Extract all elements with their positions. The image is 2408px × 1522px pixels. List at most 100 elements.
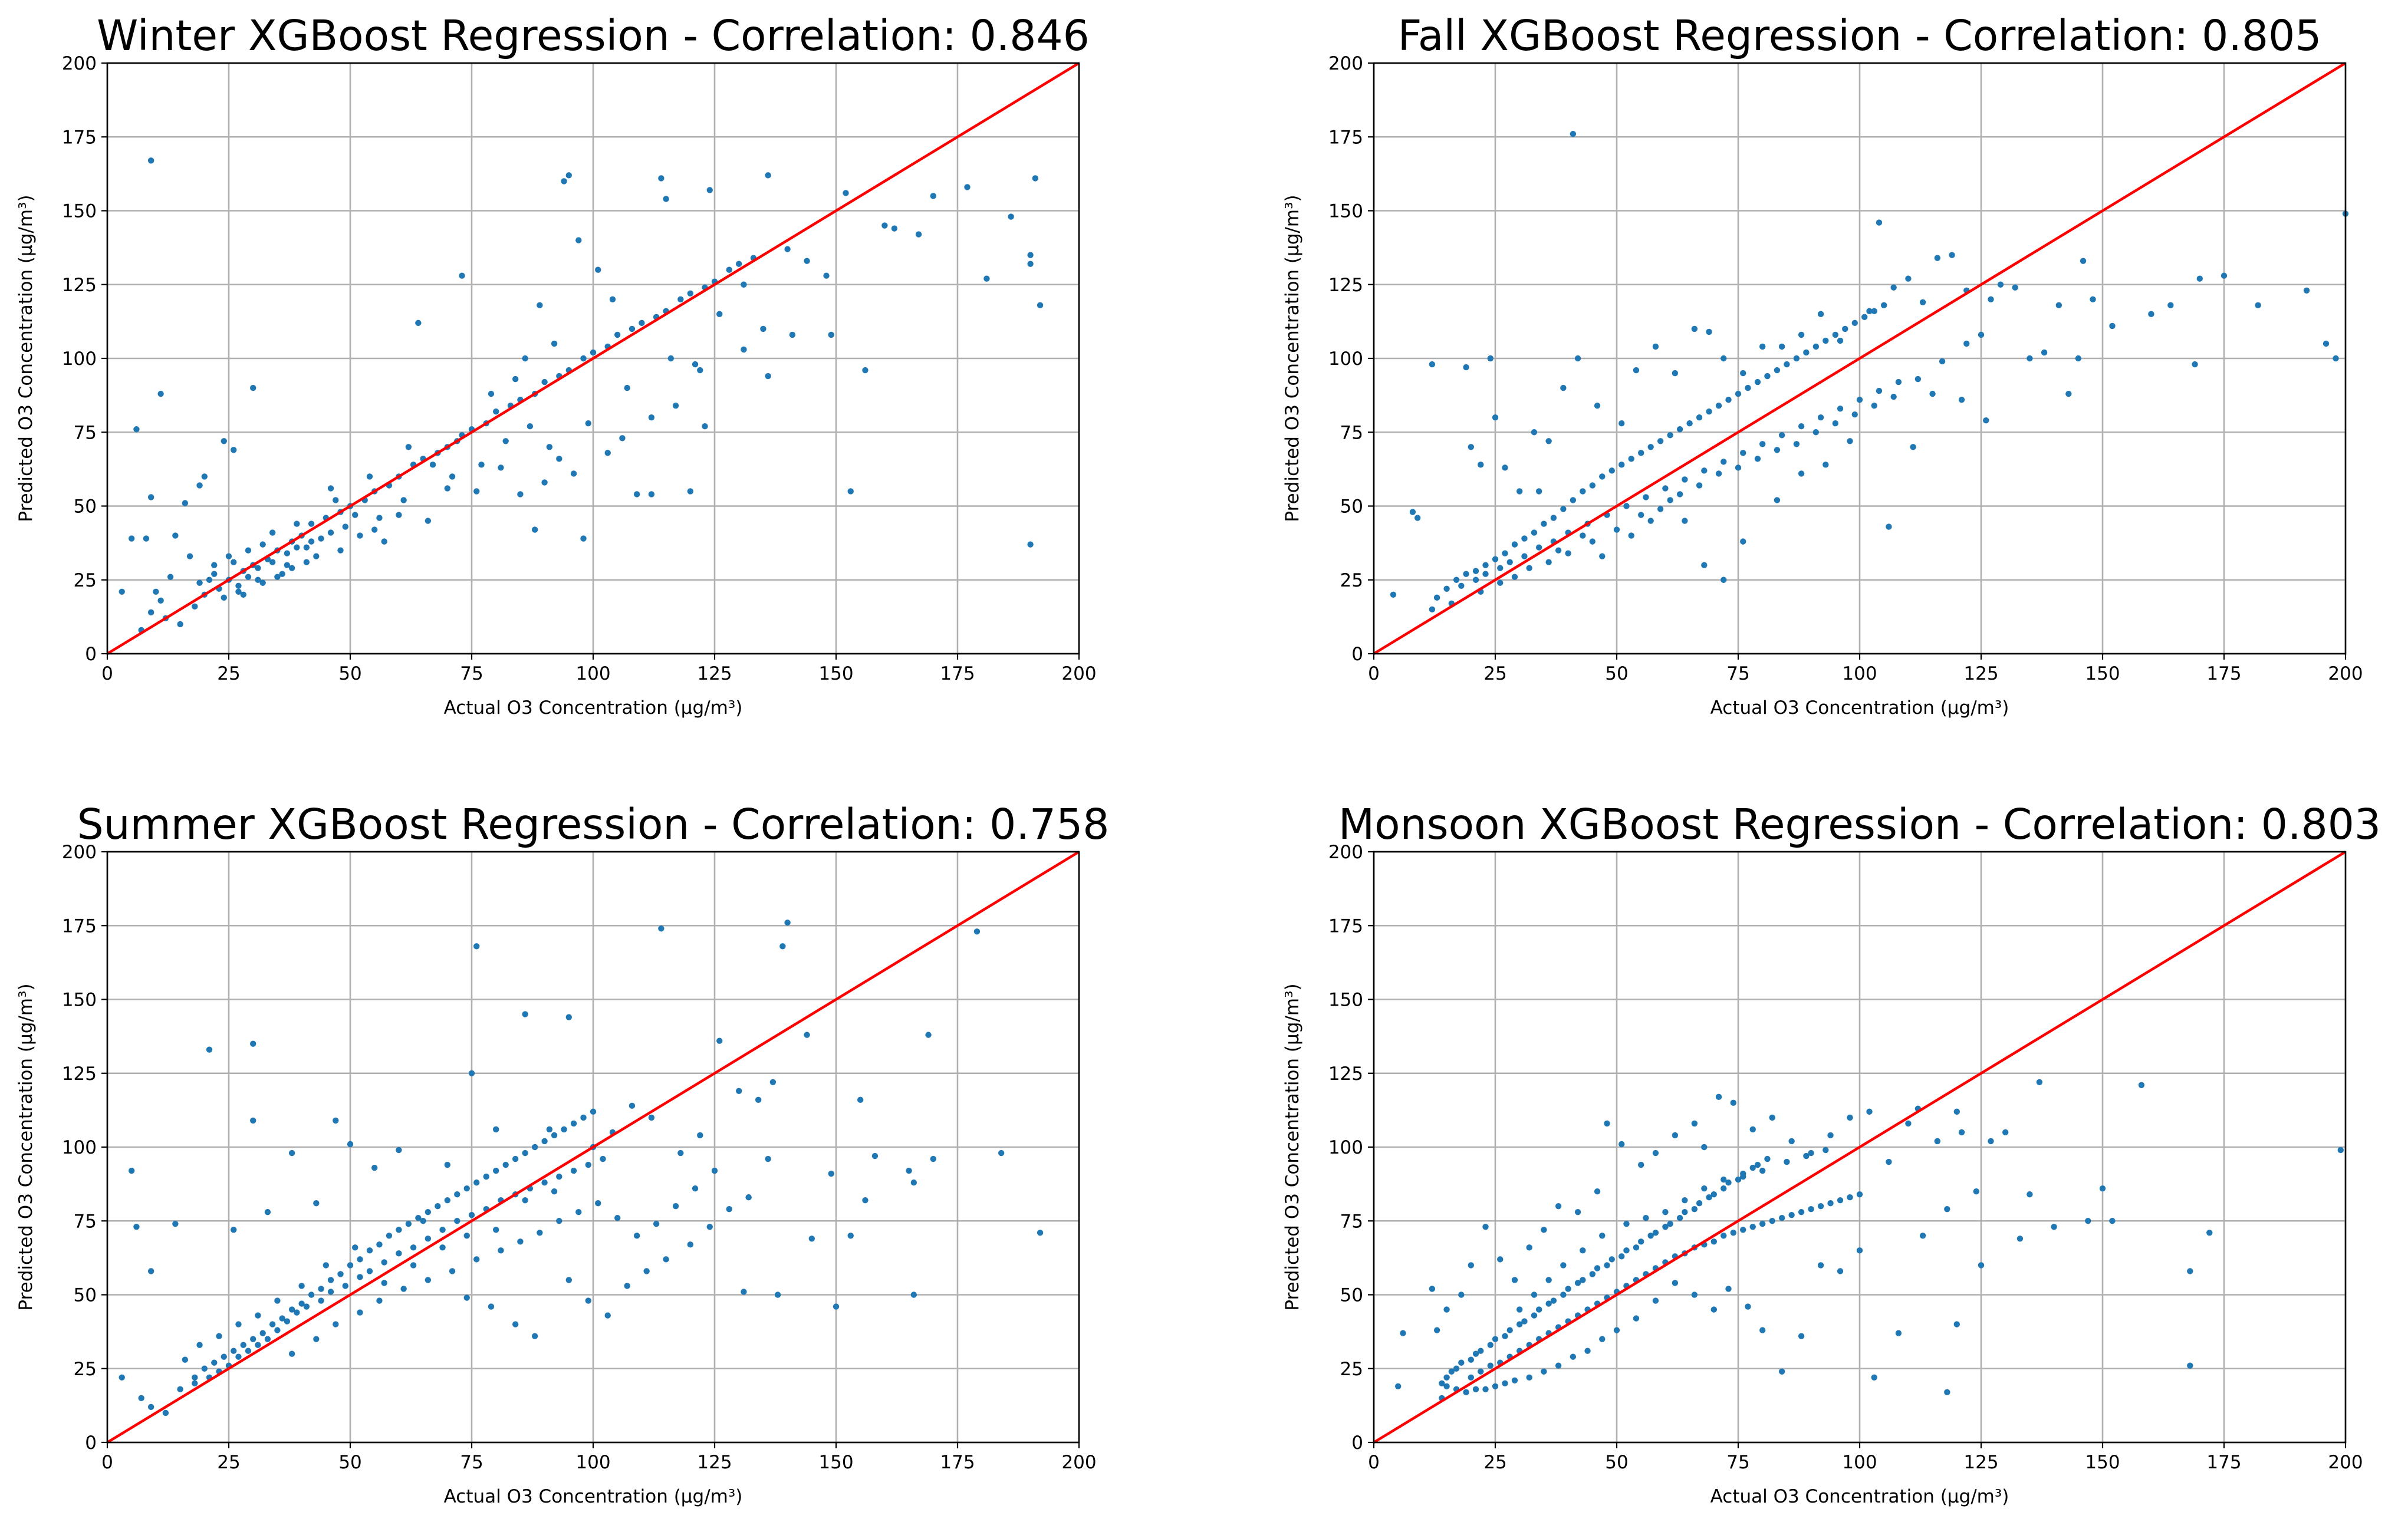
data-point: [1823, 1147, 1829, 1154]
data-point: [284, 1318, 291, 1325]
data-point: [308, 1292, 315, 1298]
x-tick-label: 150: [818, 1452, 853, 1473]
data-point: [1027, 252, 1034, 258]
data-point: [279, 571, 285, 577]
data-point: [1662, 1209, 1669, 1215]
data-point: [658, 925, 664, 932]
data-point: [765, 172, 771, 179]
data-point: [624, 384, 630, 391]
x-tick-label: 75: [460, 663, 483, 684]
data-point: [2027, 1191, 2033, 1198]
data-point: [808, 1236, 815, 1242]
data-point: [342, 523, 348, 530]
data-point: [250, 1040, 256, 1047]
data-point: [551, 340, 558, 347]
data-point: [537, 302, 543, 309]
data-point: [531, 1144, 538, 1151]
x-tick-label: 100: [1842, 663, 1877, 684]
data-point: [318, 1297, 324, 1304]
data-point: [231, 447, 237, 453]
x-tick-label: 150: [818, 663, 853, 684]
data-point: [667, 355, 675, 362]
data-point: [172, 1221, 179, 1227]
data-point: [1784, 1158, 1790, 1165]
data-point: [590, 1108, 597, 1115]
data-point: [1541, 520, 1547, 527]
data-point: [2075, 355, 2081, 362]
data-point: [804, 258, 810, 264]
y-tick-label: 100: [62, 348, 97, 370]
data-point: [303, 1303, 310, 1310]
data-point: [435, 1203, 441, 1210]
data-point: [823, 272, 830, 279]
data-point: [1570, 1353, 1577, 1360]
data-point: [1910, 444, 1916, 450]
data-point: [833, 1303, 840, 1310]
data-point: [1443, 1306, 1450, 1313]
data-point: [779, 943, 786, 950]
data-point: [697, 1132, 703, 1139]
data-point: [415, 319, 422, 327]
data-point: [1521, 535, 1528, 542]
data-point: [1580, 532, 1586, 539]
data-point: [585, 1297, 591, 1304]
data-point: [192, 1380, 198, 1386]
data-point: [1759, 441, 1766, 447]
data-point: [648, 491, 655, 498]
y-tick-label: 25: [1340, 1359, 1363, 1380]
x-tick-label: 125: [697, 663, 732, 684]
data-point: [1745, 1303, 1751, 1310]
data-point: [1754, 456, 1761, 462]
data-point: [172, 532, 179, 539]
data-point: [1914, 375, 1922, 383]
data-point: [1706, 328, 1712, 335]
data-point: [1861, 314, 1868, 321]
data-point: [1502, 550, 1508, 556]
data-point: [1027, 261, 1034, 267]
data-point: [1589, 1271, 1596, 1277]
data-point: [274, 1297, 281, 1304]
data-point: [590, 349, 597, 356]
data-point: [1560, 384, 1567, 391]
data-point: [580, 1114, 587, 1121]
data-point: [1905, 1120, 1912, 1127]
data-point: [1463, 571, 1469, 577]
data-point: [186, 553, 193, 559]
data-point: [498, 464, 504, 471]
data-point: [614, 331, 621, 338]
data-point: [1803, 349, 1810, 356]
data-point: [1531, 529, 1538, 536]
x-tick-label: 175: [940, 1452, 975, 1473]
data-point: [1798, 470, 1805, 477]
data-point: [910, 1292, 917, 1298]
data-point: [1647, 1233, 1654, 1239]
data-point: [147, 157, 154, 164]
data-point: [221, 438, 227, 444]
data-point: [998, 1149, 1005, 1157]
data-point: [1905, 275, 1912, 282]
data-point: [2221, 272, 2228, 279]
data-point: [1652, 1230, 1659, 1236]
data-point: [1890, 393, 1897, 400]
data-point: [1502, 464, 1508, 471]
data-point: [1619, 1141, 1625, 1148]
data-point: [1759, 1327, 1766, 1333]
data-point: [1803, 1152, 1810, 1159]
scatter-points: [1390, 131, 2349, 613]
data-point: [211, 562, 218, 568]
data-point: [478, 462, 485, 468]
data-point: [284, 550, 291, 556]
data-point: [333, 497, 339, 503]
data-point: [736, 1088, 742, 1095]
data-point: [765, 373, 771, 380]
data-point: [381, 1259, 387, 1266]
data-point: [327, 1277, 334, 1283]
data-point: [1823, 337, 1829, 344]
data-point: [648, 1114, 655, 1121]
data-point: [1545, 1300, 1552, 1307]
identity-line: [106, 851, 1080, 1444]
y-tick-label: 150: [62, 990, 97, 1011]
data-point: [512, 375, 519, 383]
data-point: [857, 1096, 864, 1103]
data-point: [1929, 390, 1936, 397]
